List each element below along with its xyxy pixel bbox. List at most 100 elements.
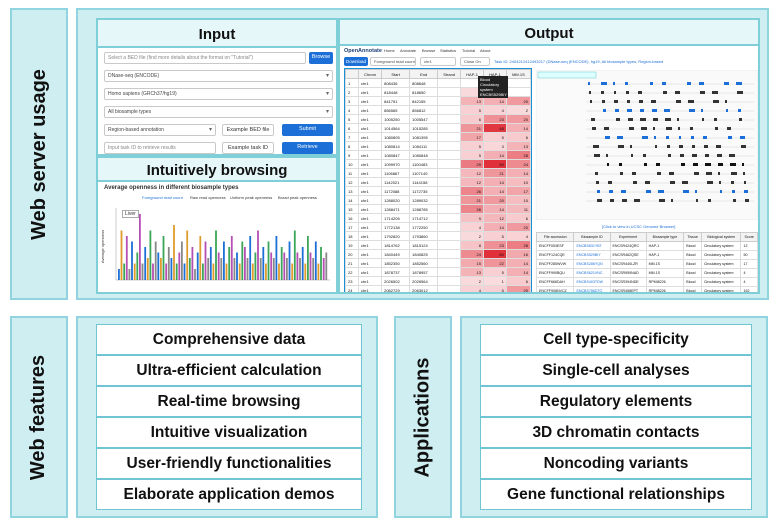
chart-bar[interactable] bbox=[314, 241, 317, 281]
detail-column-header[interactable]: Biosample ID bbox=[573, 232, 611, 242]
table-row[interactable]: 11 chr1 1106867 1107149 12 21 14 bbox=[345, 168, 531, 178]
column-header[interactable]: Chrom bbox=[357, 69, 383, 79]
nav-about[interactable]: About bbox=[480, 48, 491, 53]
annotation-select[interactable]: Region-based annotation ▾ bbox=[104, 124, 216, 136]
chart-bar[interactable] bbox=[183, 263, 186, 281]
biosample-select[interactable]: All biosample types ▾ bbox=[104, 106, 333, 118]
chart-bar[interactable] bbox=[233, 258, 236, 280]
submit-button[interactable]: Submit bbox=[282, 124, 333, 136]
chart-bar[interactable] bbox=[317, 263, 320, 281]
chart-bar[interactable] bbox=[325, 252, 328, 281]
chart-bar[interactable] bbox=[312, 258, 315, 280]
table-row[interactable]: 8 chr1 1080814 1084111 5 3 13 bbox=[345, 141, 531, 151]
chart-bar[interactable] bbox=[265, 263, 267, 281]
chart-bar[interactable] bbox=[154, 241, 157, 281]
zoom-select[interactable]: Close On bbox=[460, 57, 490, 66]
table-row[interactable]: 3 chr1 841751 842155 13 14 20 bbox=[345, 96, 531, 106]
chart-bar[interactable] bbox=[217, 252, 220, 281]
chart-bar[interactable] bbox=[120, 230, 123, 281]
chart-bar[interactable] bbox=[230, 236, 233, 280]
chart-bar[interactable] bbox=[191, 247, 194, 280]
detail-column-header[interactable]: Score bbox=[740, 232, 758, 242]
chart-bar[interactable] bbox=[262, 247, 265, 280]
genome-select[interactable]: Homo sapiens (GRCh37/hg19) ▾ bbox=[104, 88, 333, 100]
chart-bar[interactable] bbox=[139, 214, 141, 280]
chart-bar[interactable] bbox=[238, 263, 241, 281]
chart-bar[interactable] bbox=[212, 263, 215, 281]
table-row[interactable]: 10 chr1 1099970 1100483 29 50 24 bbox=[345, 159, 531, 169]
detail-row[interactable]: ENCFF124CQE ENCBS529BIY ENCSR462QSE HAP-1 Bl… bbox=[535, 250, 758, 260]
chart-bar[interactable] bbox=[194, 269, 196, 280]
chart-bar[interactable] bbox=[293, 230, 296, 281]
dataset-select[interactable]: DNase-seq (ENCODE) ▾ bbox=[104, 70, 333, 82]
detail-column-header[interactable]: Biological system bbox=[700, 232, 742, 242]
chart-bar[interactable] bbox=[244, 247, 246, 280]
table-row[interactable]: 13 chr1 1172088 1172735 26 14 17 bbox=[345, 186, 531, 196]
nav-statistics[interactable]: Statistics bbox=[440, 48, 457, 53]
table-row[interactable]: 23 chr1 2026502 2026564 2 1 6 bbox=[345, 276, 531, 286]
chart-bar[interactable] bbox=[199, 236, 202, 280]
chart-bar[interactable] bbox=[128, 269, 131, 280]
detail-row[interactable]: ENCFF053ESF ENCBS831YBT ENCSR424QRC HAP-1 Bl… bbox=[535, 241, 758, 251]
chart-bar[interactable] bbox=[228, 247, 231, 280]
table-row[interactable]: 19 chr1 1814762 1815124 8 23 28 bbox=[345, 240, 531, 250]
table-row[interactable]: 24 chr1 2062729 2063012 4 5 20 bbox=[345, 285, 531, 292]
chart-bar[interactable] bbox=[215, 230, 217, 281]
chart-bar[interactable] bbox=[146, 258, 149, 280]
chart-bar[interactable] bbox=[167, 247, 170, 280]
fg-select[interactable]: Foreground read count bbox=[370, 57, 416, 66]
chart-bar[interactable] bbox=[267, 241, 270, 281]
chart-bar[interactable] bbox=[165, 263, 168, 281]
table-row[interactable]: 15 chr1 1288471 1288785 26 14 11 bbox=[345, 204, 531, 214]
chart-bar[interactable] bbox=[207, 258, 210, 280]
chart-bar[interactable] bbox=[270, 252, 273, 281]
detail-row[interactable]: ENCFF666DAH ENCBS403TDW ENCSR394NDE RPMI822… bbox=[535, 277, 758, 287]
chart-bar[interactable] bbox=[272, 258, 275, 280]
table-row[interactable]: 16 chr1 1714205 1714712 9 12 6 bbox=[345, 213, 531, 223]
chart-bar[interactable] bbox=[299, 258, 301, 280]
detail-row[interactable]: ENCFF285WVW ENCBS286YQN ENCSR440LZR MM.1S Bl… bbox=[535, 259, 758, 269]
chart-bar[interactable] bbox=[275, 236, 278, 280]
nav-tutorial[interactable]: Tutorial bbox=[462, 48, 476, 53]
detail-column-header[interactable]: Tissue bbox=[683, 232, 702, 242]
chart-bar[interactable] bbox=[309, 252, 312, 281]
detail-column-header[interactable]: Experiment bbox=[609, 232, 647, 242]
chart-bar[interactable] bbox=[225, 263, 228, 281]
table-row[interactable]: 20 chr1 1840449 1840825 24 60 16 bbox=[345, 249, 531, 259]
chart-bar[interactable] bbox=[157, 252, 160, 281]
chart-bar[interactable] bbox=[288, 241, 291, 281]
detail-row[interactable]: ENCFF908NVCZ ENCBS786DTO ENCSR458EPT RPMI82… bbox=[535, 286, 758, 292]
legend-uniform[interactable]: Uniform peak openness bbox=[230, 195, 273, 200]
detail-column-header[interactable]: Biosample type bbox=[645, 232, 685, 242]
chart-bar[interactable] bbox=[141, 263, 144, 281]
chart-bar[interactable] bbox=[257, 230, 259, 281]
chart-bar[interactable] bbox=[220, 258, 223, 280]
table-row[interactable]: 14 chr1 1288020 1289032 21 20 10 bbox=[345, 195, 531, 205]
chart-bar[interactable] bbox=[223, 241, 225, 281]
table-row[interactable]: 12 chr1 1142021 1144158 12 14 10 bbox=[345, 177, 531, 187]
nav-annotate[interactable]: Annotate bbox=[400, 48, 417, 53]
chart-bar[interactable] bbox=[204, 241, 207, 281]
table-row[interactable]: 22 chr1 1878737 1878957 13 5 14 bbox=[345, 267, 531, 277]
chart-bar[interactable] bbox=[178, 252, 181, 281]
chart-bar[interactable] bbox=[236, 252, 238, 281]
chart-bar[interactable] bbox=[296, 252, 299, 281]
table-row[interactable]: 5 chr1 1005250 1005547 6 23 20 bbox=[345, 114, 531, 124]
chart-bar[interactable] bbox=[259, 258, 262, 280]
column-header[interactable]: Strand bbox=[437, 69, 462, 79]
chart-bar[interactable] bbox=[118, 269, 120, 280]
column-header[interactable]: MM.1S bbox=[505, 69, 531, 79]
chart-bar[interactable] bbox=[209, 247, 212, 280]
legend-raw[interactable]: Raw read openness bbox=[190, 195, 226, 200]
chart-bar[interactable] bbox=[291, 263, 294, 281]
chart-bar[interactable] bbox=[125, 236, 128, 280]
chart-bar[interactable] bbox=[123, 263, 126, 281]
nav-browse[interactable]: Browse bbox=[422, 48, 436, 53]
legend-broad[interactable]: Broad peak openness bbox=[278, 195, 317, 200]
chart-bar[interactable] bbox=[254, 252, 257, 281]
chart-bar[interactable] bbox=[131, 241, 133, 281]
chart-bar[interactable] bbox=[175, 263, 178, 281]
detail-column-header[interactable]: File accession bbox=[535, 232, 575, 242]
table-row[interactable]: 7 chr1 1080805 1081395 17 5 6 bbox=[345, 132, 531, 142]
chart-bar[interactable] bbox=[286, 258, 288, 280]
